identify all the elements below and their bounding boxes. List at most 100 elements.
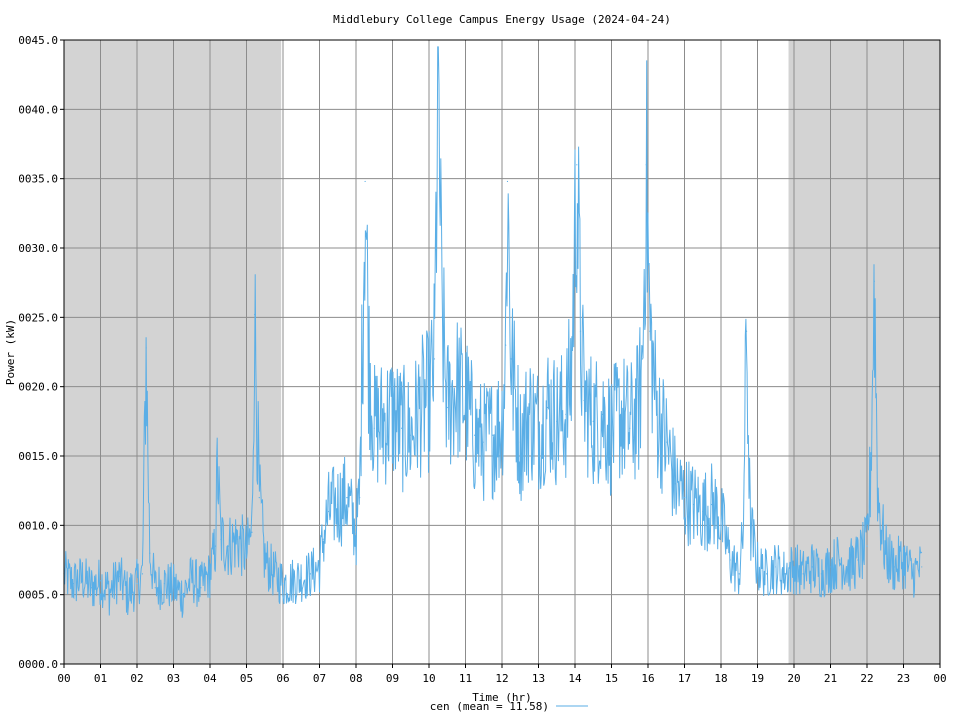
x-tick-label: 06 bbox=[276, 672, 289, 685]
data-point bbox=[227, 545, 229, 547]
data-point bbox=[656, 413, 658, 415]
data-point bbox=[355, 531, 357, 533]
data-point bbox=[866, 545, 868, 547]
data-point bbox=[829, 566, 832, 568]
data-point bbox=[446, 406, 448, 409]
x-tick-label: 11 bbox=[459, 672, 472, 685]
x-tick-labels: 00 01 02 03 04 05 06 07 08 09 10 11 12 13 14 15 16 17 18 19… bbox=[57, 672, 946, 685]
data-point bbox=[848, 566, 850, 568]
data-point bbox=[693, 503, 695, 506]
x-tick-label: 04 bbox=[203, 672, 217, 685]
data-point bbox=[172, 587, 175, 589]
data-point bbox=[579, 330, 582, 332]
data-point bbox=[382, 420, 384, 422]
data-point bbox=[359, 497, 361, 499]
data-point bbox=[145, 347, 147, 349]
legend-label: cen (mean = 11.58) bbox=[430, 700, 549, 713]
data-point bbox=[149, 552, 151, 554]
data-point bbox=[570, 372, 572, 374]
x-tick-label: 20 bbox=[787, 672, 800, 685]
x-tick-label: 03 bbox=[167, 672, 180, 685]
data-point bbox=[433, 358, 436, 360]
data-point bbox=[729, 559, 731, 561]
data-point bbox=[191, 577, 193, 579]
data-point bbox=[902, 559, 905, 561]
data-point bbox=[136, 582, 138, 585]
chart-title: Middlebury College Campus Energy Usage (… bbox=[333, 13, 671, 26]
data-point bbox=[839, 559, 841, 561]
tick-marks bbox=[60, 39, 941, 668]
data-point bbox=[291, 580, 293, 582]
x-tick-label: 21 bbox=[824, 672, 837, 685]
x-tick-label: 00 bbox=[57, 672, 70, 685]
data-point bbox=[884, 552, 886, 554]
data-point bbox=[756, 566, 759, 568]
data-point bbox=[300, 577, 302, 579]
data-point bbox=[811, 566, 813, 568]
data-point bbox=[537, 427, 540, 429]
data-point bbox=[857, 559, 859, 561]
x-tick-label: 05 bbox=[240, 672, 253, 685]
x-tick-label: 14 bbox=[568, 672, 582, 685]
data-point bbox=[873, 280, 875, 282]
data-point bbox=[373, 427, 375, 429]
data-point bbox=[702, 510, 704, 513]
data-point bbox=[749, 524, 751, 526]
data-point bbox=[251, 531, 253, 533]
data-point bbox=[346, 497, 348, 499]
data-point bbox=[738, 573, 740, 575]
y-tick-label: 0025.0 bbox=[18, 311, 58, 324]
data-point bbox=[273, 573, 275, 575]
data-point bbox=[474, 434, 476, 436]
data-point bbox=[127, 594, 129, 596]
data-point bbox=[364, 180, 366, 183]
x-tick-label: 18 bbox=[714, 672, 727, 685]
data-point bbox=[629, 427, 631, 429]
data-point bbox=[81, 577, 83, 579]
x-tick-label: 08 bbox=[349, 672, 362, 685]
data-point bbox=[742, 538, 744, 540]
data-point bbox=[154, 587, 156, 589]
data-point bbox=[492, 434, 494, 436]
data-point bbox=[428, 399, 430, 402]
data-point bbox=[802, 573, 804, 575]
x-tick-label: 01 bbox=[94, 672, 107, 685]
data-point bbox=[583, 399, 585, 402]
x-tick-label: 13 bbox=[532, 672, 545, 685]
x-tick-label: 15 bbox=[605, 672, 618, 685]
x-tick-label: 12 bbox=[495, 672, 508, 685]
data-point bbox=[877, 497, 879, 499]
data-point bbox=[209, 573, 211, 575]
data-point bbox=[645, 164, 647, 166]
data-point bbox=[72, 582, 74, 585]
data-point bbox=[182, 594, 184, 596]
data-point bbox=[216, 463, 218, 465]
data-point bbox=[665, 441, 667, 443]
data-point bbox=[720, 517, 722, 520]
y-tick-label: 0005.0 bbox=[18, 589, 58, 602]
series-layer bbox=[63, 46, 923, 618]
data-point bbox=[410, 434, 412, 436]
x-tick-label: 10 bbox=[422, 672, 435, 685]
data-point bbox=[245, 552, 248, 554]
data-point bbox=[510, 358, 512, 360]
x-tick-label: 16 bbox=[641, 672, 654, 685]
data-point bbox=[258, 497, 260, 499]
data-point bbox=[893, 566, 895, 568]
data-point bbox=[528, 413, 530, 415]
data-point bbox=[441, 316, 443, 318]
data-point bbox=[419, 406, 421, 409]
data-point bbox=[921, 566, 923, 568]
data-point bbox=[90, 587, 92, 589]
night-shade-0 bbox=[64, 40, 282, 664]
legend: cen (mean = 11.58) bbox=[430, 700, 588, 713]
data-point bbox=[220, 538, 222, 540]
series-line bbox=[63, 46, 923, 618]
data-point bbox=[163, 582, 165, 585]
y-tick-label: 0015.0 bbox=[18, 450, 58, 463]
data-point bbox=[437, 64, 439, 66]
data-point bbox=[711, 503, 713, 506]
data-point bbox=[620, 413, 622, 415]
data-point bbox=[455, 386, 457, 388]
